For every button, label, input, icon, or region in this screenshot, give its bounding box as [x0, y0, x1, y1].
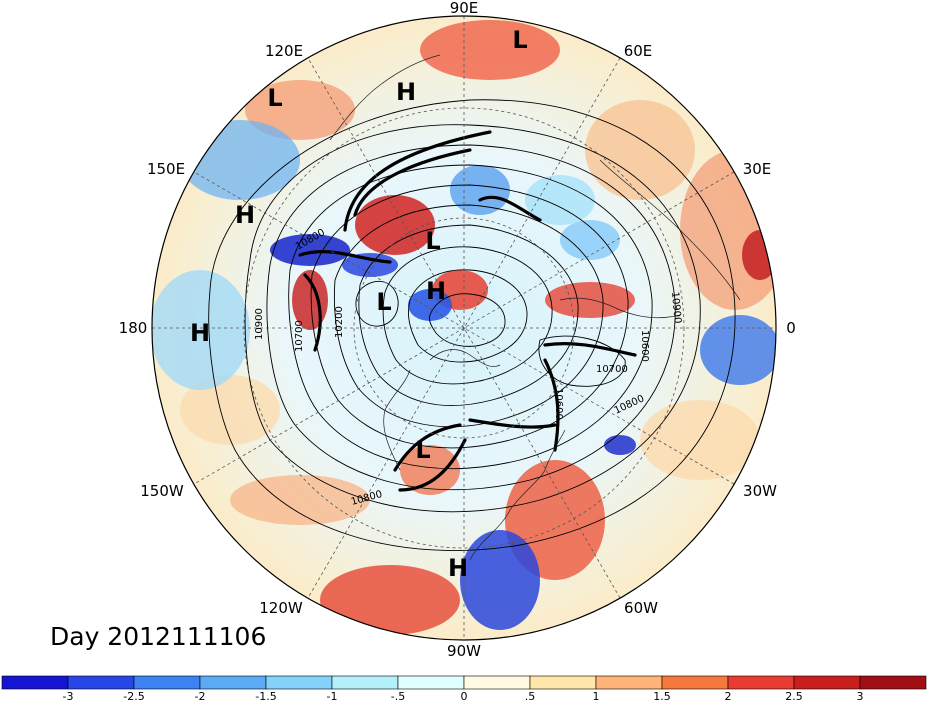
colorbar-tick-label: 3 — [857, 690, 864, 702]
pressure-center-low: L — [512, 26, 527, 54]
colorbar-swatch — [595, 675, 663, 690]
colorbar-tick-label: .5 — [525, 690, 536, 702]
lon-label-0: 0 — [786, 319, 796, 337]
contour-line — [428, 293, 506, 347]
lon-label-30e: 30E — [743, 160, 772, 178]
lon-label-60e: 60E — [624, 42, 653, 60]
colorbar-swatch — [331, 675, 399, 690]
colorbar-swatch — [133, 675, 201, 690]
jet-segment — [393, 423, 462, 472]
colorbar-tick-label: -1.5 — [255, 690, 276, 702]
colorbar-swatch — [793, 675, 861, 690]
pressure-center-high: H — [235, 201, 255, 229]
colorbar-tick-label: -3 — [63, 690, 74, 702]
pressure-center-low: L — [425, 227, 440, 255]
lon-label-150e: 150E — [147, 160, 185, 178]
colorbar-swatch — [859, 675, 927, 690]
anomaly-field — [152, 16, 776, 640]
lon-label-90w: 90W — [447, 642, 481, 660]
contour-label: 10700 — [294, 320, 305, 352]
contour-label: 10600 — [553, 388, 564, 420]
colorbar-tick-label: -.5 — [391, 690, 405, 702]
date-label: Day 2012111106 — [50, 622, 266, 651]
jet-segment — [303, 273, 322, 352]
contour-label: 10600 — [639, 330, 650, 362]
lon-label-30w: 30W — [743, 482, 777, 500]
colorbar: -3 -2.5 -2 -1.5 -1 -.5 0 .5 1 1.5 2 2.5 3 — [1, 675, 927, 702]
contour-label: 10900 — [669, 291, 683, 324]
lon-label-120e: 120E — [265, 42, 303, 60]
contour-line — [310, 184, 629, 449]
map-boundary — [151, 15, 777, 641]
colorbar-swatch — [661, 675, 729, 690]
colorbar-tick-label: -2 — [195, 690, 206, 702]
colorbar-tick-label: -2.5 — [123, 690, 144, 702]
contour-line — [208, 99, 736, 551]
lon-label-120w: 120W — [259, 599, 303, 617]
colorbar-tick-label: 1.5 — [653, 690, 671, 702]
contour-label: 10200 — [334, 306, 345, 338]
graticule — [152, 16, 776, 640]
colorbar-swatch — [529, 675, 597, 690]
colorbar-swatch — [463, 675, 531, 690]
coastlines — [329, 54, 741, 561]
jet-streams — [298, 130, 637, 492]
jet-segment — [353, 148, 472, 217]
jet-segment — [543, 342, 637, 357]
colorbar-swatch — [199, 675, 267, 690]
pressure-center-high: H — [190, 319, 210, 347]
pressure-center-high: H — [396, 78, 416, 106]
colorbar-tick-label: -1 — [327, 690, 338, 702]
pressure-center-low: L — [376, 288, 391, 316]
pressure-center-high: H — [426, 277, 446, 305]
jet-segment — [298, 250, 392, 264]
contour-line — [538, 335, 626, 387]
colorbar-swatch — [397, 675, 465, 690]
colorbar-swatch — [265, 675, 333, 690]
jet-segment — [468, 418, 557, 429]
contour-line — [407, 269, 528, 363]
lon-label-90e: 90E — [450, 0, 479, 17]
pressure-center-low: L — [415, 436, 430, 464]
lon-label-60w: 60W — [624, 599, 658, 617]
jet-segment — [543, 358, 560, 452]
jet-segment — [478, 195, 542, 222]
colorbar-swatch — [727, 675, 795, 690]
pressure-center-low: L — [267, 84, 282, 112]
colorbar-swatch — [1, 675, 69, 690]
contour-label: 10700 — [596, 364, 628, 375]
pressure-center-high: H — [448, 554, 468, 582]
lon-label-150w: 150W — [140, 482, 184, 500]
colorbar-tick-label: 0 — [461, 690, 468, 702]
colorbar-tick-label: 1 — [593, 690, 600, 702]
colorbar-swatch — [67, 675, 135, 690]
colorbar-tick-label: 2 — [725, 690, 732, 702]
jet-segment — [343, 130, 492, 232]
contour-line — [382, 246, 553, 385]
colorbar-tick-label: 2.5 — [785, 690, 803, 702]
lon-label-180: 180 — [119, 319, 148, 337]
contour-line — [358, 224, 579, 406]
jet-segment — [398, 438, 467, 492]
contour-label: 10900 — [254, 308, 265, 340]
contour-line — [333, 204, 604, 428]
